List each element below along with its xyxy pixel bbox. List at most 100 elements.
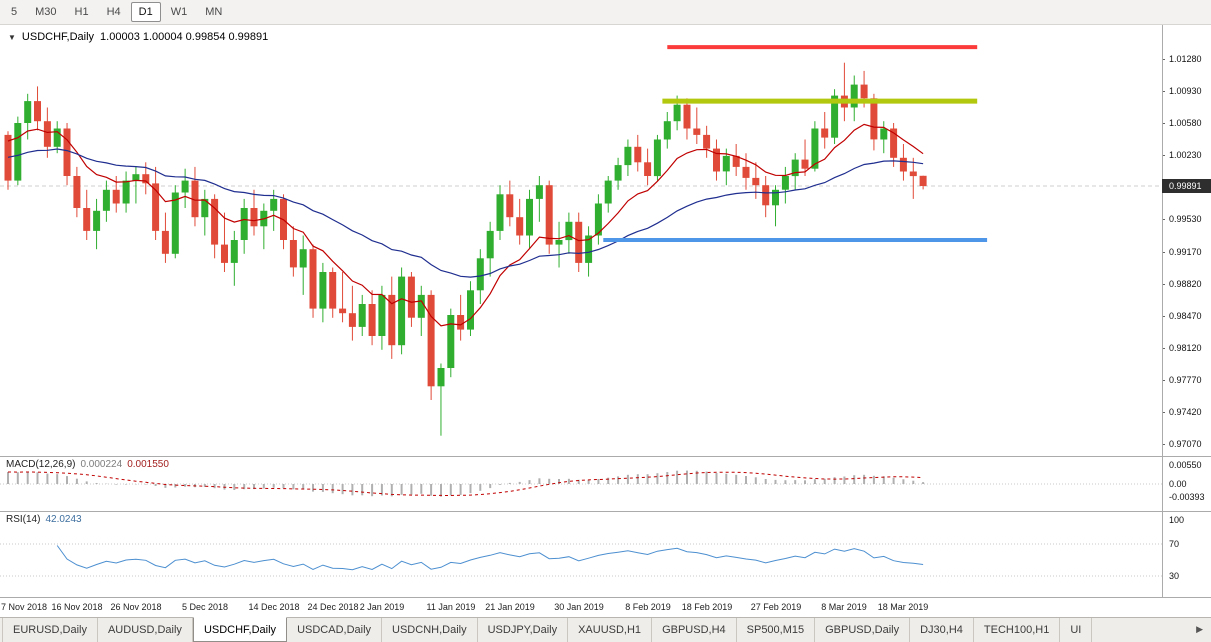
date-axis-label: 5 Dec 2018 — [181, 602, 229, 612]
candle-down — [801, 159, 809, 169]
candle-up — [850, 84, 858, 108]
rsi-axis[interactable]: 100 70 30 — [1162, 512, 1211, 597]
rsi-svg — [0, 543, 1162, 577]
candle-down — [545, 185, 553, 245]
candle-up — [555, 240, 563, 245]
chart-tab-bar: EURUSD,Daily AUDUSD,Daily USDCHF,Daily USDC… — [0, 617, 1211, 642]
candle-up — [663, 121, 671, 140]
candle-down — [309, 249, 317, 309]
candle-down — [211, 198, 219, 245]
timeframe-button-mn[interactable]: MN — [205, 6, 223, 18]
candle-up — [880, 128, 888, 140]
candle-down — [899, 157, 907, 172]
symbol-tab-dj30-h4[interactable]: DJ30,H4 — [910, 618, 974, 642]
macd-axis-label: -0.00393 — [1169, 492, 1205, 502]
panel-splitter[interactable] — [0, 456, 1211, 457]
candle-up — [486, 230, 494, 259]
price-axis-label: 0.98820 — [1169, 279, 1202, 289]
candle-up — [102, 189, 110, 211]
candle-down — [457, 315, 465, 330]
macd-axis[interactable]: 0.00550 0.00 -0.00393 — [1162, 457, 1211, 511]
candle-down — [191, 180, 199, 218]
symbol-tab-gbpusd-h4[interactable]: GBPUSD,H4 — [652, 618, 737, 642]
price-axis[interactable]: 1.01280 1.00930 1.00580 1.00230 0.99530 0.991… — [1162, 25, 1211, 456]
candle-up — [614, 165, 622, 181]
candle-up — [476, 258, 484, 291]
symbol-tab-usdcnh-daily[interactable]: USDCNH,Daily — [382, 618, 478, 642]
candle-up — [467, 290, 474, 330]
candle-up — [417, 294, 425, 318]
timeframe-button-h1[interactable]: H1 — [74, 6, 89, 18]
symbol-tab-usdchf-daily[interactable]: USDCHF,Daily — [192, 617, 288, 642]
candle-up — [53, 128, 61, 147]
candle-down — [506, 194, 514, 218]
candle-down — [644, 162, 652, 176]
candle-up — [624, 146, 632, 166]
symbol-tab-audusd-daily[interactable]: AUDUSD,Daily — [98, 618, 193, 642]
candle-up — [437, 368, 445, 387]
candle-up — [181, 180, 189, 193]
price-axis-label: 0.98470 — [1169, 311, 1202, 321]
candle-down — [250, 208, 258, 227]
timeframe-button-h4[interactable]: H4 — [106, 6, 121, 18]
candle-down — [289, 240, 297, 268]
price-axis-label: 1.00230 — [1169, 150, 1202, 160]
symbol-tab-tech100-h1[interactable]: TECH100,H1 — [974, 618, 1061, 642]
date-axis-label: 8 Feb 2019 — [625, 602, 671, 612]
candle-down — [870, 98, 878, 140]
price-axis-label: 1.00580 — [1169, 118, 1202, 128]
fast-ma-line — [7, 123, 924, 327]
candle-down — [388, 294, 396, 346]
slow-ma-line — [7, 148, 924, 278]
candle-down — [732, 155, 740, 167]
candle-down — [407, 276, 415, 318]
symbol-tab-sp500-m15[interactable]: SP500,M15 — [737, 618, 816, 642]
tab-scroll-right-button[interactable]: ▶ — [1196, 624, 1203, 634]
symbol-tabs: EURUSD,Daily AUDUSD,Daily USDCHF,Daily USDC… — [0, 617, 1093, 642]
rsi-panel-plot[interactable] — [0, 512, 1162, 597]
timeframe-button-m30[interactable]: M30 — [35, 6, 57, 18]
candle-up — [811, 128, 819, 169]
candle-up — [722, 155, 730, 172]
candle-up — [270, 198, 278, 211]
symbol-tab-usdjpy-daily[interactable]: USDJPY,Daily — [478, 618, 569, 642]
symbol-tab-usdcad-daily[interactable]: USDCAD,Daily — [287, 618, 383, 642]
candle-up — [93, 210, 101, 231]
chart-background — [0, 25, 1211, 617]
candle-up — [772, 189, 779, 206]
candle-down — [703, 134, 711, 149]
date-axis-label: 30 Jan 2019 — [554, 602, 604, 612]
timeframe-button-d1[interactable]: D1 — [130, 2, 161, 22]
price-axis-label: 0.98120 — [1169, 343, 1202, 353]
axis-tick — [1162, 444, 1165, 445]
candle-up — [299, 249, 307, 268]
panel-splitter[interactable] — [0, 511, 1211, 512]
current-price-badge: 0.99891 — [1162, 179, 1211, 193]
rsi-indicator-title: RSI(14) 42.0243 — [6, 514, 82, 525]
price-axis-label: 0.97770 — [1169, 375, 1202, 385]
timeframe-button-w1[interactable]: W1 — [170, 6, 188, 18]
timeframe-button-5[interactable]: 5 — [11, 6, 18, 18]
candle-up — [653, 139, 661, 177]
candle-up — [171, 192, 179, 254]
candle-down — [339, 308, 347, 314]
candle-down — [683, 104, 691, 129]
axis-tick — [1162, 348, 1165, 349]
price-chart-plot[interactable] — [0, 25, 1162, 456]
candle-down — [713, 148, 720, 172]
candle-up — [122, 180, 130, 204]
symbol-tab-eurusd-daily[interactable]: EURUSD,Daily — [2, 618, 98, 642]
candle-down — [161, 230, 169, 254]
date-axis-label: 16 Nov 2018 — [51, 602, 103, 612]
candle-up — [132, 174, 140, 181]
date-axis[interactable]: 7 Nov 2018 16 Nov 2018 26 Nov 2018 5 Dec 20… — [0, 597, 1211, 617]
symbol-tab-ui[interactable]: UI — [1060, 618, 1093, 642]
symbol-tab-xauusd-h1[interactable]: XAUUSD,H1 — [568, 618, 653, 642]
price-axis-label: 0.99530 — [1169, 214, 1202, 224]
axis-tick — [1162, 284, 1165, 285]
candle-down — [634, 146, 642, 163]
symbol-tab-gbpusd-daily[interactable]: GBPUSD,Daily — [815, 618, 911, 642]
macd-panel-plot[interactable] — [0, 457, 1162, 511]
one-click-trading-icon[interactable]: ▼ — [8, 32, 16, 42]
